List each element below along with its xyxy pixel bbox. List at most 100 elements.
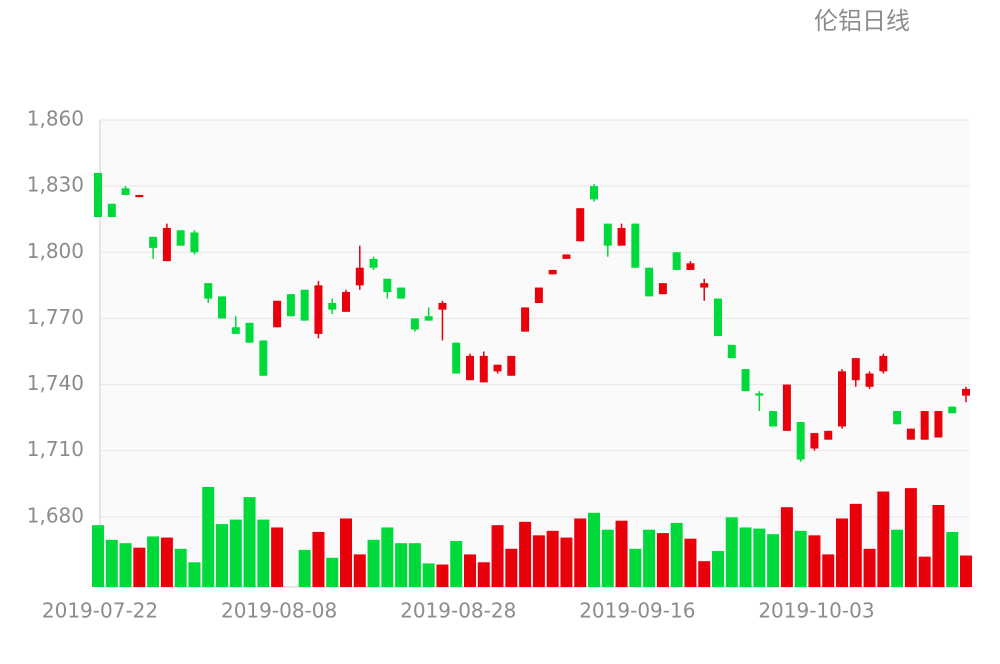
- volume-bar: [326, 557, 339, 587]
- candle-body: [231, 327, 240, 334]
- volume-bar: [133, 547, 146, 587]
- candle-body: [190, 232, 199, 253]
- volume-bar: [780, 507, 793, 587]
- volume-bar: [436, 564, 449, 587]
- candle-body: [466, 355, 474, 381]
- candle-body: [548, 269, 557, 275]
- x-tick-label: 2019-09-16: [579, 599, 695, 623]
- x-tick-label: 2019-10-03: [758, 599, 874, 623]
- candle-body: [714, 298, 722, 337]
- volume-bar: [629, 548, 642, 587]
- candle-body: [769, 411, 778, 427]
- volume-bar: [794, 530, 807, 587]
- volume-bar: [904, 488, 917, 587]
- candle-body: [218, 296, 226, 319]
- volume-bar: [216, 524, 228, 587]
- candle-body: [851, 358, 860, 381]
- volume-bar: [477, 562, 490, 587]
- candle-body: [452, 342, 461, 374]
- candle-body: [590, 186, 598, 200]
- candle-body: [658, 283, 667, 295]
- candle-body: [149, 236, 158, 248]
- volume-bar: [836, 518, 848, 587]
- volume-bar: [863, 548, 876, 587]
- volume-bar: [491, 525, 504, 587]
- candle-body: [204, 283, 213, 299]
- candle-body: [672, 252, 681, 270]
- candle-body: [355, 267, 364, 286]
- candle-body: [410, 318, 419, 330]
- chart-title: 伦铝日线: [814, 7, 910, 35]
- candle-body: [603, 223, 612, 246]
- volume-bar: [753, 528, 766, 587]
- candle-body: [493, 364, 502, 372]
- volume-bar: [849, 503, 862, 587]
- candle-body: [369, 258, 378, 268]
- candle-body: [273, 300, 282, 328]
- volume-bar: [877, 491, 890, 587]
- candle-body: [824, 430, 833, 440]
- volume-bar: [519, 521, 532, 587]
- volume-bar: [408, 543, 421, 587]
- volume-bar: [698, 561, 711, 587]
- volume-bar: [271, 527, 284, 587]
- volume-bar: [202, 487, 215, 587]
- candle-body: [162, 228, 171, 262]
- volume-bar: [381, 527, 394, 587]
- candle-body: [727, 344, 736, 359]
- candle-body: [521, 307, 530, 332]
- volume-bar: [229, 519, 242, 587]
- candle-body: [507, 355, 516, 376]
- candle-body: [810, 433, 819, 449]
- candle-body: [755, 393, 764, 396]
- candle-body: [920, 411, 929, 440]
- candle-body: [94, 172, 102, 218]
- volume-bar: [174, 548, 187, 587]
- volume-bar: [422, 563, 435, 587]
- volume-bar: [367, 539, 380, 587]
- candle-body: [135, 194, 144, 198]
- y-tick-label: 1,770: [27, 305, 84, 329]
- candle-body: [838, 371, 846, 427]
- candle-body: [686, 263, 695, 270]
- volume-bar: [684, 538, 697, 587]
- volume-bar: [464, 554, 476, 587]
- candle-body: [534, 287, 543, 303]
- candle-body: [424, 316, 433, 321]
- candle-body: [948, 406, 957, 414]
- x-tick-label: 2019-08-08: [221, 599, 337, 623]
- volume-bar: [340, 518, 352, 587]
- candle-body: [328, 302, 337, 310]
- candle-body: [107, 203, 116, 218]
- candle-body: [286, 294, 295, 317]
- volume-bar: [257, 519, 270, 587]
- candle-body: [245, 322, 254, 343]
- volume-bar: [312, 531, 325, 587]
- volume-bar: [243, 497, 256, 587]
- candle-body: [438, 302, 447, 310]
- volume-bar: [546, 530, 559, 587]
- candle-body: [782, 384, 791, 431]
- volume-bar: [932, 504, 945, 587]
- candle-body: [796, 422, 805, 460]
- y-tick-label: 1,830: [27, 173, 84, 197]
- x-tick-label: 2019-07-22: [42, 599, 158, 623]
- candle-body: [300, 289, 309, 321]
- candle-body: [576, 208, 585, 242]
- volume-bar: [822, 554, 835, 587]
- candle-body: [383, 278, 392, 292]
- x-tick-label: 2019-08-28: [400, 599, 516, 623]
- volume-bar: [891, 529, 904, 587]
- candle-body: [906, 428, 915, 440]
- candle-body: [479, 355, 488, 383]
- y-tick-label: 1,740: [27, 371, 84, 395]
- volume-bar: [739, 527, 752, 587]
- candle-body: [562, 254, 571, 259]
- volume-bar: [353, 554, 366, 587]
- volume-bar: [656, 533, 669, 587]
- candle-body: [741, 369, 750, 392]
- candle-body: [645, 267, 654, 297]
- volume-bar: [808, 535, 821, 587]
- candle-body: [962, 388, 970, 396]
